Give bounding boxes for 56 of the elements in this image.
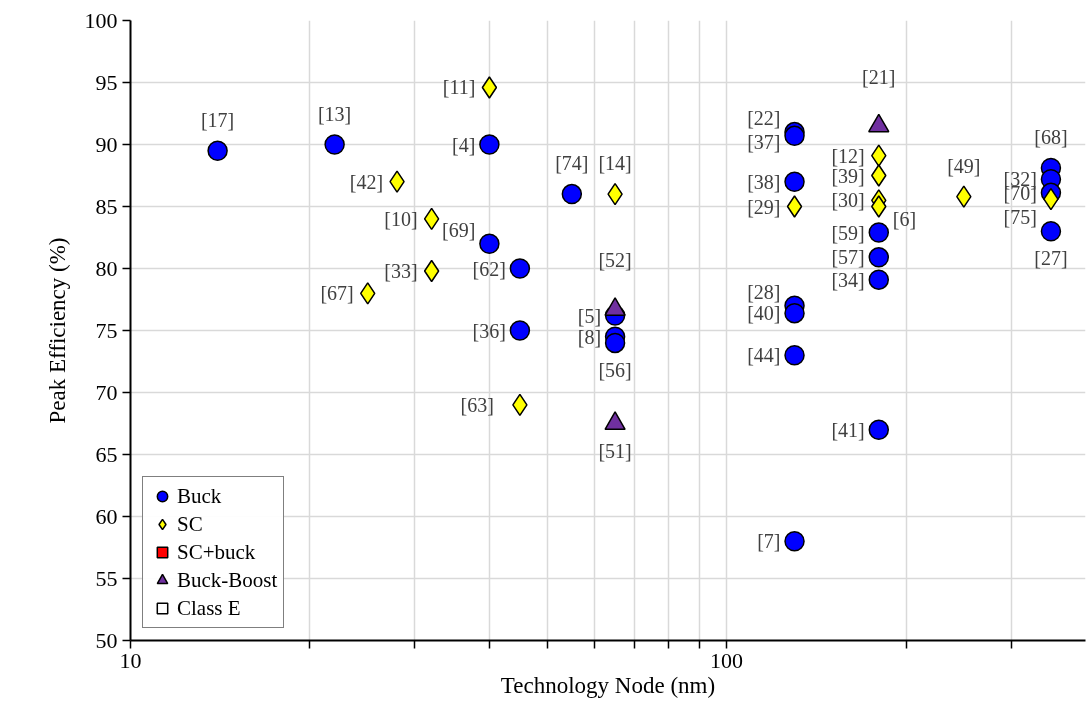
annotation: [63] xyxy=(460,393,494,416)
annotation: [21] xyxy=(862,65,896,88)
annotation: [5] xyxy=(577,304,602,327)
annotation: [41] xyxy=(831,418,865,441)
annotation: [75] xyxy=(1003,206,1037,229)
annotation: [30] xyxy=(831,189,865,212)
annotation: [68] xyxy=(1034,126,1068,149)
y-tick-label: 100 xyxy=(84,7,118,33)
legend-label: Buck-Boost xyxy=(177,567,278,593)
annotation: [74] xyxy=(555,152,589,175)
annotation: [38] xyxy=(747,170,781,193)
annotation: [7] xyxy=(757,530,781,553)
y-tick-label: 55 xyxy=(95,565,118,591)
annotation: [34] xyxy=(831,268,865,291)
annotation: [52] xyxy=(598,249,632,272)
annotation: [33] xyxy=(384,259,418,282)
legend-label: SC+buck xyxy=(177,539,256,565)
annotation: [37] xyxy=(747,130,781,153)
legend-label: SC xyxy=(177,511,203,537)
annotation: [36] xyxy=(472,319,506,342)
y-tick-label: 80 xyxy=(95,255,118,281)
y-tick-label: 50 xyxy=(95,627,118,653)
y-axis-title: Peak Efficiency (%) xyxy=(44,237,70,424)
y-tick-label: 85 xyxy=(95,193,118,219)
annotation: [40] xyxy=(747,302,781,325)
annotation: [42] xyxy=(349,170,384,193)
annotation: [22] xyxy=(747,107,781,130)
annotation: [10] xyxy=(384,207,418,230)
annotation: [44] xyxy=(747,344,781,367)
annotation: [6] xyxy=(892,207,917,230)
annotation: [27] xyxy=(1034,247,1068,270)
y-tick-label: 95 xyxy=(95,69,118,95)
y-tick-label: 70 xyxy=(95,379,118,405)
y-tick-label: 60 xyxy=(95,503,118,529)
annotation: [57] xyxy=(831,246,865,269)
annotation: [56] xyxy=(598,358,632,381)
annotation: [62] xyxy=(472,257,506,280)
annotation: [49] xyxy=(947,154,981,177)
annotation: [51] xyxy=(598,439,632,462)
annotation: [14] xyxy=(598,152,632,175)
legend-label: Class E xyxy=(177,595,241,621)
annotation: [13] xyxy=(317,102,352,125)
annotation: [11] xyxy=(442,76,476,99)
annotation: [4] xyxy=(452,133,476,156)
annotation: [59] xyxy=(831,221,865,244)
annotation: [28] xyxy=(747,280,781,303)
annotation: [69] xyxy=(442,218,476,241)
annotation: [17] xyxy=(200,108,235,131)
annotation: [67] xyxy=(320,282,354,305)
legend-label: Buck xyxy=(177,483,222,509)
y-tick-label: 75 xyxy=(95,317,118,343)
x-axis-title: Technology Node (nm) xyxy=(500,672,716,698)
y-tick-label: 65 xyxy=(95,441,118,467)
annotation: [29] xyxy=(747,195,781,218)
y-tick-label: 90 xyxy=(95,131,118,157)
x-tick-label: 10 xyxy=(119,647,142,673)
